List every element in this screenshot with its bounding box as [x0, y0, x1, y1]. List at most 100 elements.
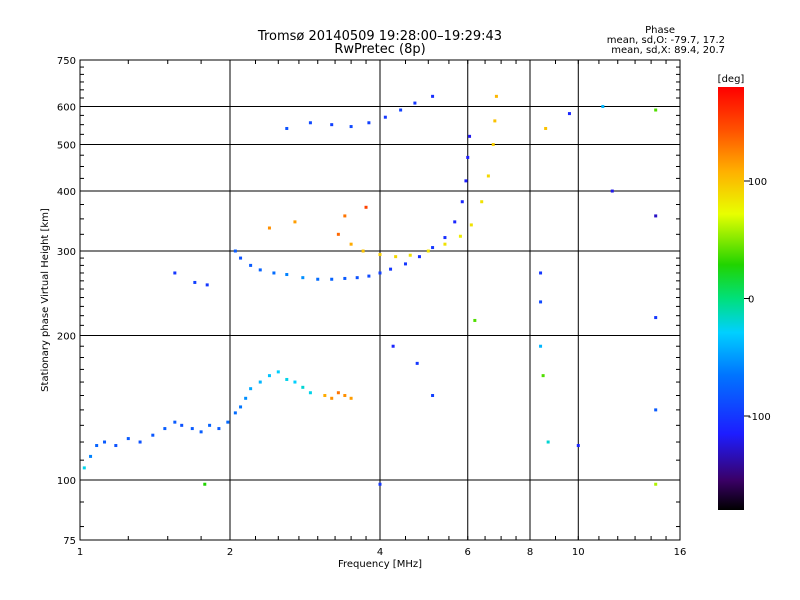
data-point — [89, 454, 93, 458]
data-point — [233, 249, 237, 253]
data-point — [355, 276, 359, 280]
colorbar-ticks: 100 0 -100 — [744, 177, 771, 423]
data-point — [343, 276, 347, 280]
data-point — [601, 105, 605, 109]
data-point — [205, 283, 209, 287]
data-point — [226, 420, 230, 424]
y-tick-label: 500 — [57, 141, 76, 152]
data-point — [163, 427, 167, 431]
data-point — [654, 214, 658, 218]
data-points — [82, 94, 658, 486]
data-point — [233, 411, 237, 415]
data-point — [431, 394, 435, 398]
data-point — [343, 394, 347, 398]
x-tick-label: 4 — [377, 547, 383, 558]
y-tick-labels: 75 100 200 300 400 500 600 750 — [57, 56, 76, 547]
data-point — [239, 256, 243, 260]
data-point — [389, 267, 393, 271]
colorbar-tick-label: 100 — [748, 177, 767, 188]
chart-subtitle: RwPretec (8p) — [334, 42, 425, 57]
data-point — [203, 482, 207, 486]
data-point — [367, 121, 371, 125]
data-point — [316, 277, 320, 281]
data-point — [415, 361, 419, 365]
data-point — [460, 200, 464, 204]
data-point — [494, 94, 498, 98]
data-point — [468, 134, 472, 138]
phase-stats-title: Phase — [645, 25, 675, 36]
data-point — [126, 437, 130, 441]
data-point — [249, 387, 253, 391]
phase-stats-x-mode: mean, sd,X: 89.4, 20.7 — [611, 45, 725, 56]
data-point — [453, 220, 457, 224]
data-point — [469, 223, 473, 227]
data-point — [539, 300, 543, 304]
data-point — [293, 220, 297, 224]
data-point — [217, 427, 221, 431]
x-tick-label: 10 — [572, 547, 585, 558]
data-point — [443, 242, 447, 246]
data-point — [301, 276, 305, 280]
data-point — [480, 200, 484, 204]
data-point — [95, 444, 99, 448]
data-point — [267, 226, 271, 230]
data-point — [491, 143, 495, 147]
data-point — [361, 249, 365, 253]
data-point — [244, 396, 248, 400]
data-point — [285, 126, 289, 130]
data-point — [364, 205, 368, 209]
y-tick-label: 100 — [57, 476, 76, 487]
data-point — [493, 119, 497, 123]
data-point — [349, 242, 353, 246]
data-point — [383, 115, 387, 119]
data-point — [426, 249, 430, 253]
data-point — [541, 374, 545, 378]
data-point — [258, 268, 262, 272]
chart-title: Tromsø 20140509 19:28:00–19:29:43 — [257, 29, 502, 44]
data-point — [391, 344, 395, 348]
colorbar-tick-label: 0 — [748, 295, 754, 306]
data-point — [539, 271, 543, 275]
data-point — [258, 380, 262, 384]
data-point — [199, 430, 203, 434]
y-tick-label: 750 — [57, 56, 76, 67]
data-point — [208, 423, 212, 427]
colorbar — [718, 87, 744, 510]
data-point — [330, 277, 334, 281]
y-tick-label: 300 — [57, 247, 76, 258]
data-point — [443, 236, 447, 240]
data-point — [343, 214, 347, 218]
colorbar-unit-label: [deg] — [718, 74, 745, 85]
data-point — [272, 271, 276, 275]
data-point — [308, 391, 312, 395]
data-point — [413, 101, 417, 105]
data-point — [473, 318, 477, 322]
y-tick-label: 400 — [57, 187, 76, 198]
y-tick-label: 200 — [57, 332, 76, 343]
data-point — [138, 440, 142, 444]
plot-frame — [79, 59, 681, 541]
data-point — [394, 255, 398, 259]
data-point — [249, 263, 253, 267]
data-point — [539, 344, 543, 348]
data-point — [458, 234, 462, 238]
y-tick-label: 600 — [57, 103, 76, 114]
x-tick-label: 2 — [227, 547, 233, 558]
colorbar-tick-label: -100 — [748, 412, 771, 423]
data-point — [378, 271, 382, 275]
data-point — [285, 377, 289, 381]
data-point — [544, 126, 548, 130]
data-point — [466, 155, 470, 159]
data-point — [308, 121, 312, 125]
x-tick-labels: 1 2 4 6 8 10 16 — [77, 547, 687, 558]
data-point — [399, 108, 403, 112]
data-point — [464, 179, 468, 183]
data-point — [486, 174, 490, 178]
x-tick-label: 8 — [527, 547, 533, 558]
data-point — [293, 380, 297, 384]
data-point — [408, 253, 412, 257]
data-point — [654, 108, 658, 112]
data-point — [82, 466, 86, 470]
data-point — [349, 396, 353, 400]
